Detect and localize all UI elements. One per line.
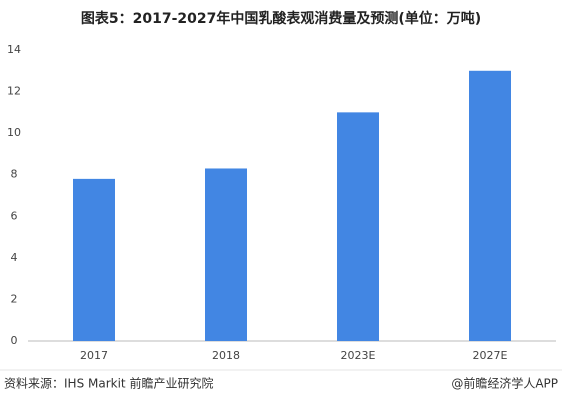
y-tick-label: 2 <box>11 292 18 305</box>
x-tick-label: 2018 <box>212 349 240 362</box>
bar <box>205 168 247 341</box>
y-tick-label: 0 <box>11 334 18 347</box>
y-tick-label: 14 <box>7 43 21 56</box>
y-tick-label: 8 <box>11 168 18 181</box>
chart-title: 图表5：2017-2027年中国乳酸表观消费量及预测(单位：万吨) <box>81 10 481 27</box>
y-tick-label: 4 <box>11 251 18 264</box>
y-tick-label: 6 <box>11 209 18 222</box>
x-tick-label: 2023E <box>341 349 376 362</box>
bar <box>73 178 115 341</box>
credit: @前瞻经济学人APP <box>451 376 558 391</box>
y-tick-label: 12 <box>7 85 21 98</box>
source: 资料来源：IHS Markit 前瞻产业研究院 <box>4 376 213 391</box>
bar <box>469 70 511 342</box>
y-tick-label: 10 <box>7 126 21 139</box>
x-tick-label: 2017 <box>80 349 108 362</box>
x-tick-label: 2027E <box>473 349 508 362</box>
bar <box>337 112 379 341</box>
